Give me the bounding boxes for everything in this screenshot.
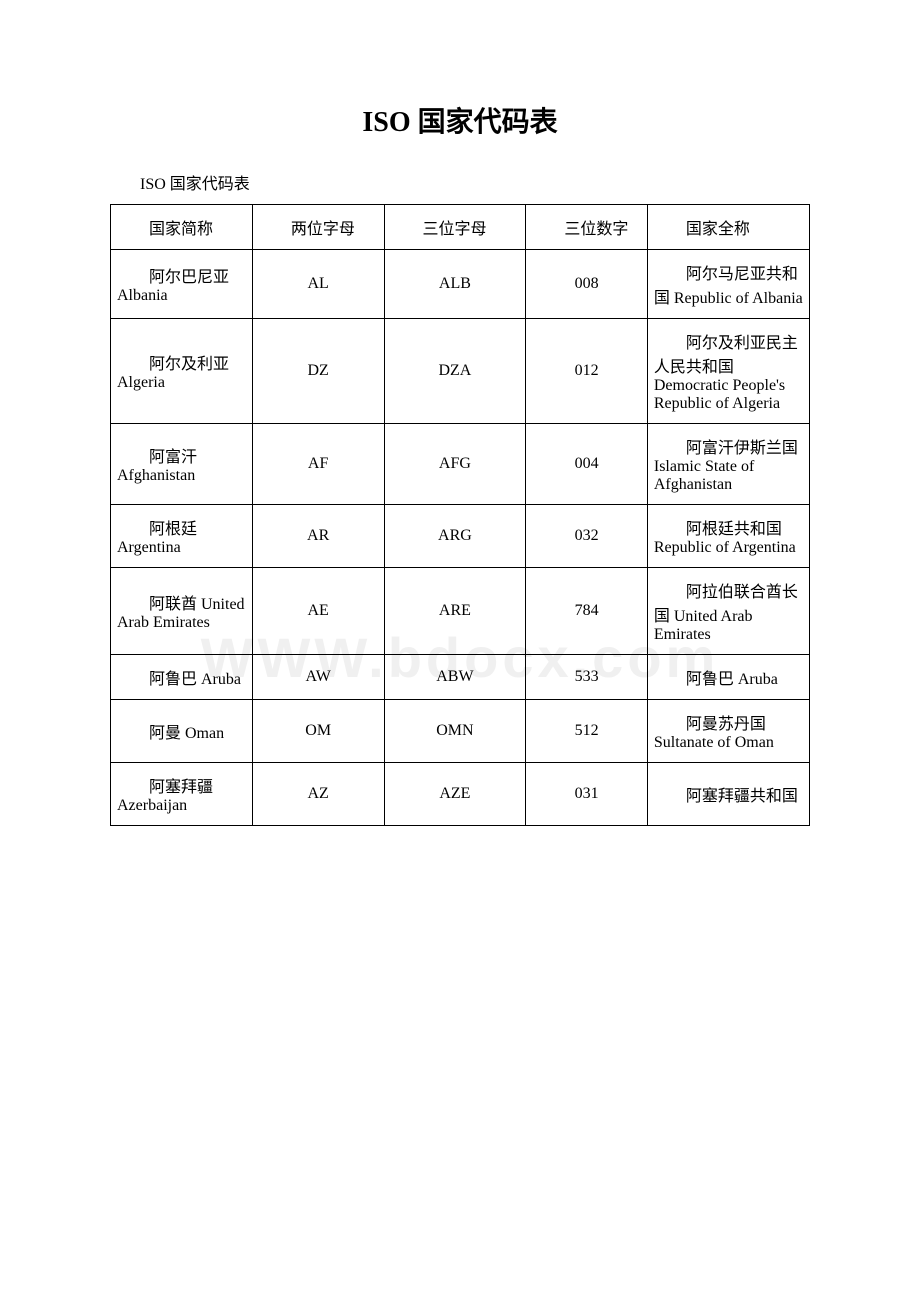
table-row: 阿鲁巴 Aruba AW ABW 533 阿鲁巴 Aruba [111, 655, 810, 700]
cell-code2: DZ [252, 319, 384, 424]
cell-num: 031 [526, 763, 648, 826]
cell-full: 阿曼苏丹国 Sultanate of Oman [647, 700, 809, 763]
col-header-code3: 三位字母 [384, 205, 526, 250]
cell-num: 012 [526, 319, 648, 424]
cell-short: 阿尔及利亚 Algeria [111, 319, 253, 424]
col-header-short: 国家简称 [111, 205, 253, 250]
cell-code3: AFG [384, 424, 526, 505]
cell-short: 阿富汗 Afghanistan [111, 424, 253, 505]
page-subtitle: ISO 国家代码表 [140, 170, 810, 194]
cell-full: 阿根廷共和国 Republic of Argentina [647, 505, 809, 568]
cell-short: 阿曼 Oman [111, 700, 253, 763]
cell-code3: OMN [384, 700, 526, 763]
cell-short: 阿尔巴尼亚 Albania [111, 250, 253, 319]
cell-code2: AL [252, 250, 384, 319]
table-row: 阿尔巴尼亚 Albania AL ALB 008 阿尔马尼亚共和国 Republ… [111, 250, 810, 319]
col-header-full: 国家全称 [647, 205, 809, 250]
cell-full: 阿鲁巴 Aruba [647, 655, 809, 700]
cell-code3: ARG [384, 505, 526, 568]
country-code-table: 国家简称 两位字母 三位字母 三位数字 国家全称 阿尔巴尼亚 Albania A… [110, 204, 810, 826]
cell-full: 阿塞拜疆共和国 [647, 763, 809, 826]
cell-code2: AE [252, 568, 384, 655]
cell-num: 004 [526, 424, 648, 505]
cell-num: 008 [526, 250, 648, 319]
cell-num: 533 [526, 655, 648, 700]
cell-code2: AZ [252, 763, 384, 826]
table-row: 阿富汗 Afghanistan AF AFG 004 阿富汗伊斯兰国 Islam… [111, 424, 810, 505]
cell-code3: ALB [384, 250, 526, 319]
cell-short: 阿鲁巴 Aruba [111, 655, 253, 700]
table-row: 阿根廷 Argentina AR ARG 032 阿根廷共和国 Republic… [111, 505, 810, 568]
col-header-code2: 两位字母 [252, 205, 384, 250]
cell-num: 512 [526, 700, 648, 763]
page-title: ISO 国家代码表 [110, 100, 810, 140]
cell-full: 阿富汗伊斯兰国 Islamic State of Afghanistan [647, 424, 809, 505]
cell-code3: ARE [384, 568, 526, 655]
cell-full: 阿尔马尼亚共和国 Republic of Albania [647, 250, 809, 319]
cell-code3: ABW [384, 655, 526, 700]
cell-code2: AW [252, 655, 384, 700]
cell-short: 阿根廷 Argentina [111, 505, 253, 568]
col-header-num: 三位数字 [526, 205, 648, 250]
cell-code2: AF [252, 424, 384, 505]
cell-short: 阿联酋 United Arab Emirates [111, 568, 253, 655]
table-header-row: 国家简称 两位字母 三位字母 三位数字 国家全称 [111, 205, 810, 250]
cell-code2: AR [252, 505, 384, 568]
table-row: 阿联酋 United Arab Emirates AE ARE 784 阿拉伯联… [111, 568, 810, 655]
cell-full: 阿拉伯联合酋长国 United Arab Emirates [647, 568, 809, 655]
table-row: 阿塞拜疆 Azerbaijan AZ AZE 031 阿塞拜疆共和国 [111, 763, 810, 826]
cell-num: 032 [526, 505, 648, 568]
cell-short: 阿塞拜疆 Azerbaijan [111, 763, 253, 826]
table-row: 阿曼 Oman OM OMN 512 阿曼苏丹国 Sultanate of Om… [111, 700, 810, 763]
table-row: 阿尔及利亚 Algeria DZ DZA 012 阿尔及利亚民主人民共和国 De… [111, 319, 810, 424]
cell-full: 阿尔及利亚民主人民共和国 Democratic People's Republi… [647, 319, 809, 424]
cell-code3: DZA [384, 319, 526, 424]
cell-code3: AZE [384, 763, 526, 826]
cell-code2: OM [252, 700, 384, 763]
cell-num: 784 [526, 568, 648, 655]
